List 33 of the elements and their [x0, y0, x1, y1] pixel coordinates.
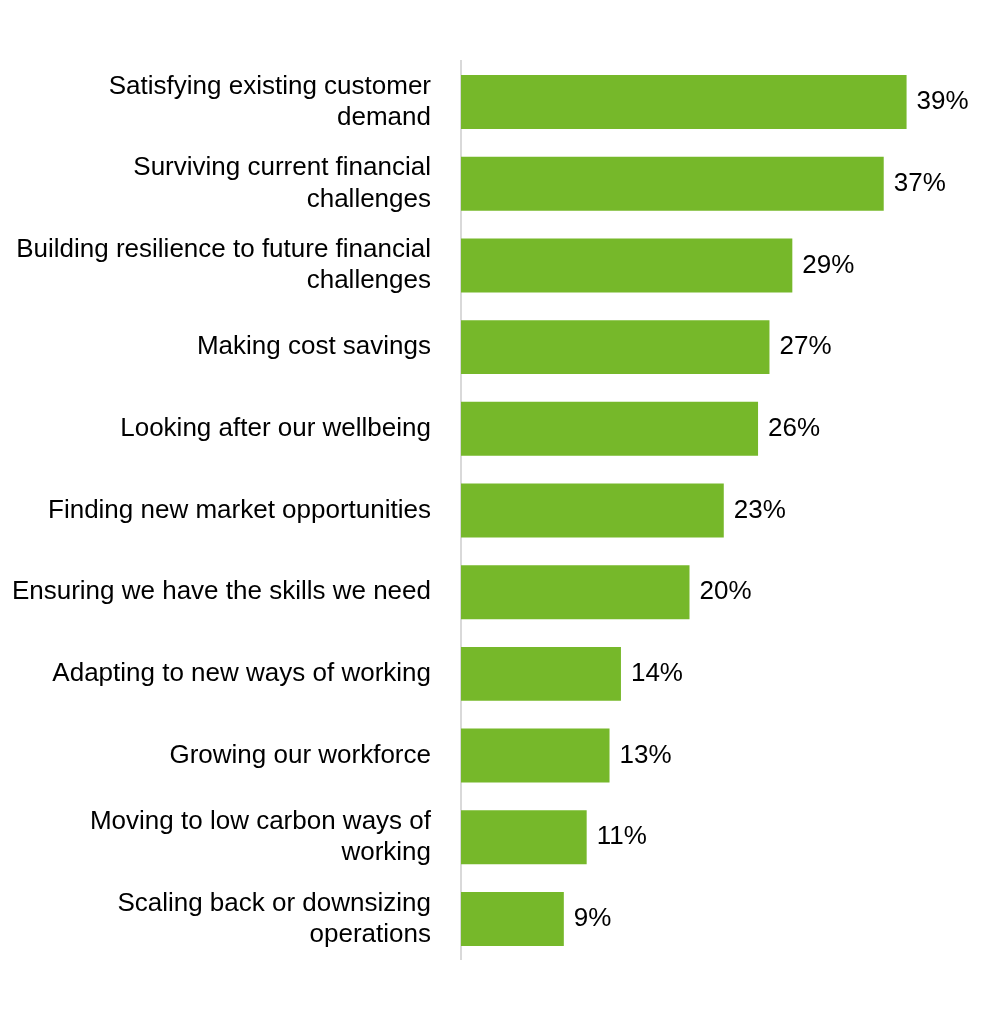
bar — [461, 238, 793, 293]
data-label: 29% — [802, 248, 855, 279]
bar — [461, 401, 759, 456]
data-label: 11% — [596, 820, 647, 851]
y-tick-label: Building resilience to future financial challenges — [16, 233, 431, 295]
data-label: 20% — [699, 575, 752, 606]
y-tick-label: Growing our workforce — [169, 738, 431, 769]
data-label: 27% — [779, 330, 832, 361]
y-tick-label: Scaling back or downsizing operations — [117, 886, 431, 948]
bar — [461, 156, 884, 211]
y-tick-label: Surviving current financial challenges — [133, 151, 431, 213]
bar — [461, 646, 621, 701]
data-label: 13% — [619, 738, 672, 769]
y-tick-label: Ensuring we have the skills we need — [11, 575, 431, 606]
bar — [461, 320, 770, 375]
y-tick-label: Finding new market opportunities — [48, 493, 431, 524]
y-tick-label: Making cost savings — [196, 330, 431, 361]
data-label: 23% — [733, 493, 786, 524]
bar — [461, 728, 610, 783]
bar — [461, 75, 907, 129]
data-label: 26% — [768, 411, 821, 442]
bar — [461, 483, 724, 538]
data-label: 14% — [630, 657, 683, 688]
bar — [461, 810, 587, 865]
bar — [461, 565, 690, 620]
y-tick-label: Moving to low carbon ways of working — [89, 804, 432, 867]
y-tick-label: Adapting to new ways of working — [52, 657, 431, 688]
data-label: 9% — [573, 902, 612, 933]
data-label: 39% — [916, 85, 969, 116]
bar — [461, 892, 564, 946]
y-tick-label: Looking after our wellbeing — [120, 411, 431, 442]
data-label: 37% — [893, 166, 946, 197]
y-tick-label: Satisfying existing customer demand — [108, 69, 432, 131]
